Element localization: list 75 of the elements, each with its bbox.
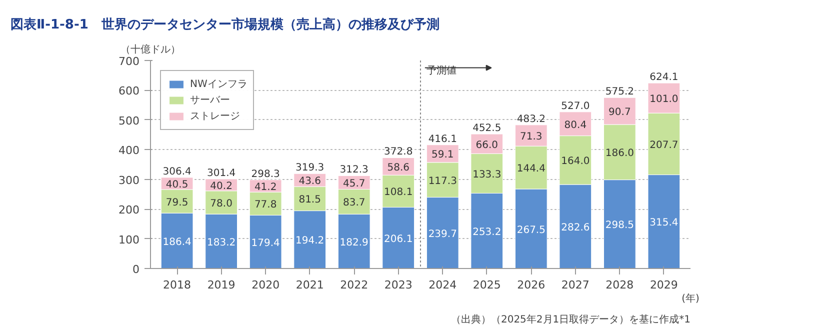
data-label: 43.6 [298,176,321,188]
total-label: 527.0 [561,100,590,112]
data-label: 117.3 [428,176,457,187]
data-label: 144.4 [516,164,546,175]
text: （出典）（2025年2月1日取得データ）を基に作成*1 [450,314,691,326]
data-label: 194.2 [296,236,324,247]
data-label: 77.8 [254,200,277,211]
x-tick-label: 2023 [384,278,412,292]
y-tick-label: 200 [118,204,140,217]
data-label: 83.7 [342,198,366,209]
legend-label: ストレージ [190,110,240,123]
data-label: 315.4 [650,218,678,229]
total-label: 312.3 [340,164,368,176]
x-tick-label: 2026 [517,278,546,292]
y-tick-label: 400 [118,144,140,158]
data-label: 40.2 [210,180,232,192]
data-label: 182.9 [340,237,368,248]
data-label: 40.5 [166,179,188,190]
data-label: 45.7 [342,178,366,190]
x-tick-label: 2018 [163,278,192,292]
y-tick-label: 0 [132,263,140,276]
data-label: 133.3 [472,169,502,180]
data-label: 101.0 [650,94,678,106]
total-label: 483.2 [516,114,546,125]
total-label: 319.3 [296,162,324,174]
y-tick-label: 700 [118,55,140,68]
x-axis-title: (年) [682,292,700,304]
data-label: 71.3 [520,132,542,143]
data-label: 186.4 [162,236,192,248]
data-label: 58.6 [387,162,410,174]
x-tick-label: 2022 [340,278,368,292]
data-label: 108.1 [384,187,413,198]
data-label: 78.0 [210,198,232,210]
total-label: 301.4 [207,168,236,179]
data-label: 80.4 [564,120,587,131]
x-tick-label: 2024 [428,278,457,292]
data-label: 206.1 [384,234,413,245]
data-label: 90.7 [608,107,631,118]
y-tick-label: 300 [118,174,140,187]
data-label: 59.1 [432,150,454,161]
data-label: 183.2 [207,237,236,248]
chart-title: 図表Ⅱ-1-8-1 世界のデータセンター市場規模（売上高）の推移及び予測 [10,16,440,32]
data-label: 81.5 [298,194,321,206]
total-label: 298.3 [251,168,280,180]
data-label: 66.0 [476,140,498,151]
total-label: 452.5 [472,123,502,134]
data-label: 253.2 [472,226,502,238]
y-tick-label: 100 [118,233,140,246]
x-tick-label: 2028 [606,278,634,292]
data-label: 164.0 [561,156,590,168]
x-tick-label: 2029 [650,278,678,292]
data-label: 179.4 [251,238,280,249]
data-label: 186.0 [605,148,634,160]
data-label: 239.7 [428,228,457,240]
x-tick-label: 2019 [207,278,236,292]
data-label: 267.5 [516,224,546,236]
legend-label: サーバー [190,94,230,107]
data-label: 282.6 [561,222,590,234]
total-label: 372.8 [384,146,413,158]
x-tick-label: 2027 [561,278,590,292]
total-label: 575.2 [605,86,634,98]
y-axis-title: （十億ドル） [120,44,180,56]
y-tick-label: 600 [118,84,140,98]
y-tick-label: 500 [118,114,140,128]
legend-label: NWインフラ [190,78,248,91]
data-label: 79.5 [166,197,188,208]
total-label: 624.1 [650,72,678,84]
data-label: 207.7 [650,140,678,151]
x-tick-label: 2025 [472,278,501,292]
data-label: 41.2 [254,182,277,193]
x-tick-label: 2021 [296,278,324,292]
total-label: 416.1 [428,134,457,145]
total-label: 306.4 [162,166,192,178]
x-tick-label: 2020 [252,278,280,292]
data-label: 298.5 [605,220,634,232]
